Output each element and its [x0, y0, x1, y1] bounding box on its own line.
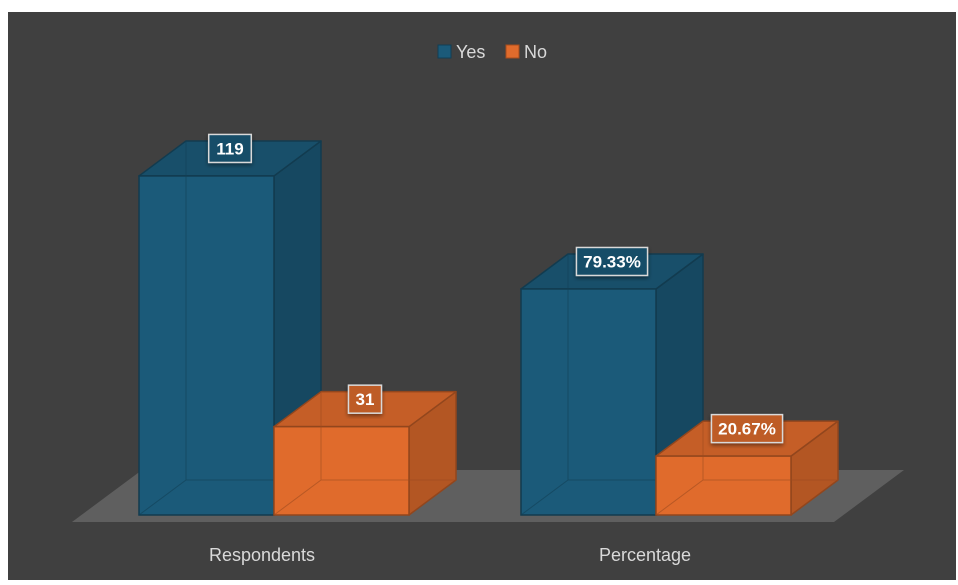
- data-label-text-yes-respondents: 119: [216, 139, 243, 158]
- data-label-no-respondents: 31: [347, 384, 383, 414]
- data-label-text-yes-percentage: 79.33%: [583, 252, 641, 271]
- bar-front-yes-respondents: [138, 175, 275, 516]
- bar-no-percentage: [655, 420, 839, 516]
- bars-layer: [138, 140, 839, 516]
- legend-swatch-yes: [437, 44, 452, 59]
- legend-label-yes: Yes: [456, 42, 485, 62]
- data-labels-layer: 119 31 79.33% 20.67%: [207, 133, 784, 444]
- bar-inner-edge-no-respondents: [273, 391, 456, 516]
- data-label-box-yes-respondents: [207, 133, 253, 164]
- bar-front-no-respondents: [273, 425, 410, 516]
- bar-front-no-percentage: [655, 455, 792, 516]
- category-label-percentage: Percentage: [599, 545, 691, 565]
- legend-label-no: No: [524, 42, 547, 62]
- bar-no-respondents: [273, 390, 457, 516]
- legend-swatch-no: [505, 44, 520, 59]
- legend-item-yes: Yes: [437, 42, 485, 62]
- data-label-box-yes-percentage: [575, 246, 649, 277]
- category-label-respondents: Respondents: [209, 545, 315, 565]
- legend: Yes No: [437, 42, 547, 62]
- data-label-box-no-percentage: [710, 413, 784, 444]
- data-label-box-no-respondents: [347, 384, 383, 414]
- bar-inner-edge-no-percentage: [655, 421, 838, 516]
- data-label-yes-percentage: 79.33%: [575, 246, 649, 277]
- data-label-yes-respondents: 119: [207, 133, 253, 164]
- data-label-text-no-respondents: 31: [356, 390, 375, 409]
- bar-front-yes-percentage: [520, 288, 657, 516]
- data-label-text-no-percentage: 20.67%: [718, 420, 776, 439]
- data-label-no-percentage: 20.67%: [710, 413, 784, 444]
- legend-item-no: No: [505, 42, 547, 62]
